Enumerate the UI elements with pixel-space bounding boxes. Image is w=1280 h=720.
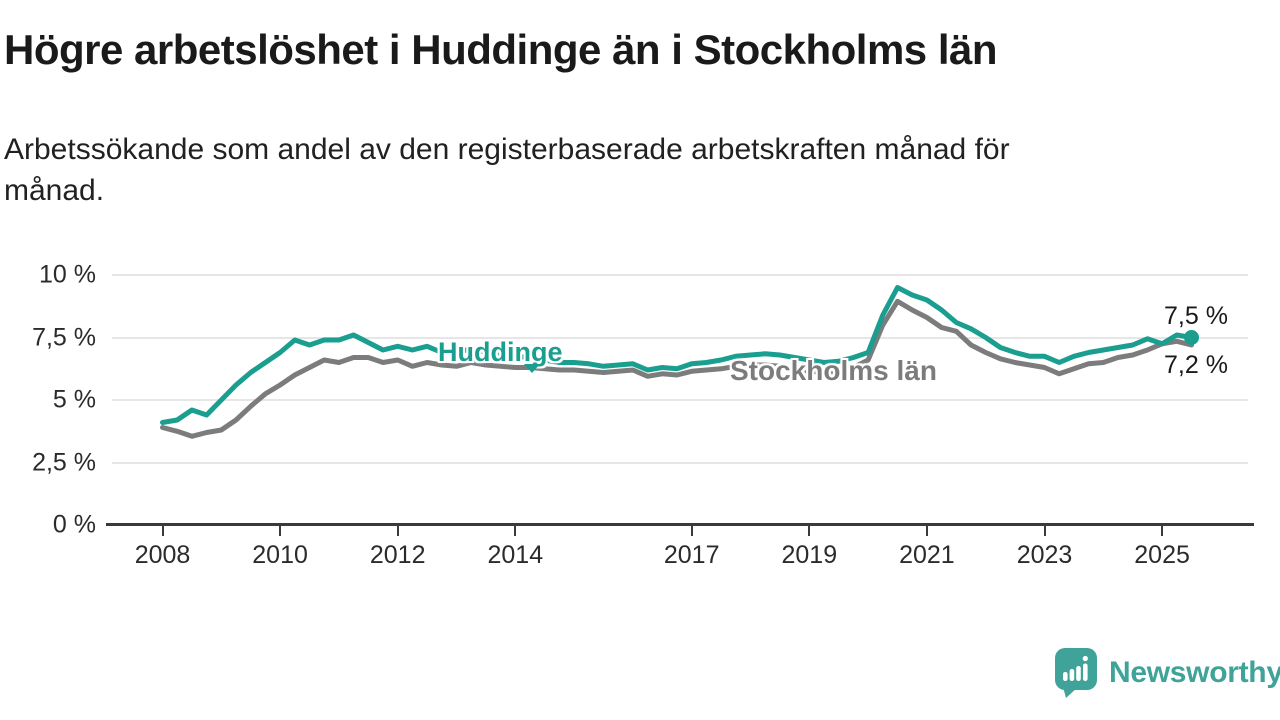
x-axis-label: 2008 [134, 541, 191, 569]
x-axis-label: 2012 [369, 541, 426, 569]
y-axis-label: 10 % [39, 260, 96, 289]
end-value-huddinge: 7,5 % [1164, 302, 1228, 330]
x-axis-label: 2021 [899, 541, 955, 569]
chart-subtitle: Arbetssökande som andel av den registerb… [4, 133, 1010, 207]
gridline [112, 461, 1248, 464]
y-axis-label: 2,5 % [32, 448, 96, 476]
x-axis-tick [808, 526, 811, 536]
x-axis-label: 2019 [781, 541, 838, 569]
x-axis-tick [690, 526, 693, 536]
series-line-stockholms-l-n [160, 298, 1194, 439]
y-axis-label: 5 % [52, 385, 96, 414]
x-axis-tick [514, 526, 517, 536]
newsworthy-brand[interactable]: Newsworthy [1054, 648, 1280, 698]
chart-title: Högre arbetslöshet i Huddinge än i Stock… [4, 26, 998, 73]
triangle-down-icon [524, 364, 540, 373]
series-label-stockholm: Stockholms län [730, 355, 937, 386]
brand-name: Newsworthy [1109, 656, 1280, 689]
x-axis-tick [396, 526, 399, 536]
y-axis-label: 0 % [52, 510, 96, 539]
x-axis-label: 2017 [663, 541, 720, 569]
gridline [112, 399, 1248, 401]
series-line-huddinge [160, 285, 1194, 425]
x-axis-label: 2025 [1134, 541, 1190, 569]
x-axis-tick [925, 526, 928, 536]
x-axis-label: 2014 [487, 541, 544, 569]
x-axis-tick [279, 526, 282, 536]
x-axis-tick [1161, 526, 1164, 536]
newsworthy-logo-icon [1055, 648, 1097, 698]
series-label-huddinge: Huddinge [438, 337, 563, 367]
gridline [112, 336, 1248, 339]
x-axis-tick [161, 526, 164, 536]
gridline [112, 274, 1248, 276]
x-axis-label: 2023 [1016, 541, 1073, 569]
x-axis-line [106, 523, 1254, 526]
x-axis-tick [1043, 526, 1046, 536]
end-value-stockholm: 7,2 % [1164, 351, 1228, 379]
y-axis-label: 7,5 % [32, 323, 96, 351]
x-axis-label: 2010 [252, 541, 308, 569]
